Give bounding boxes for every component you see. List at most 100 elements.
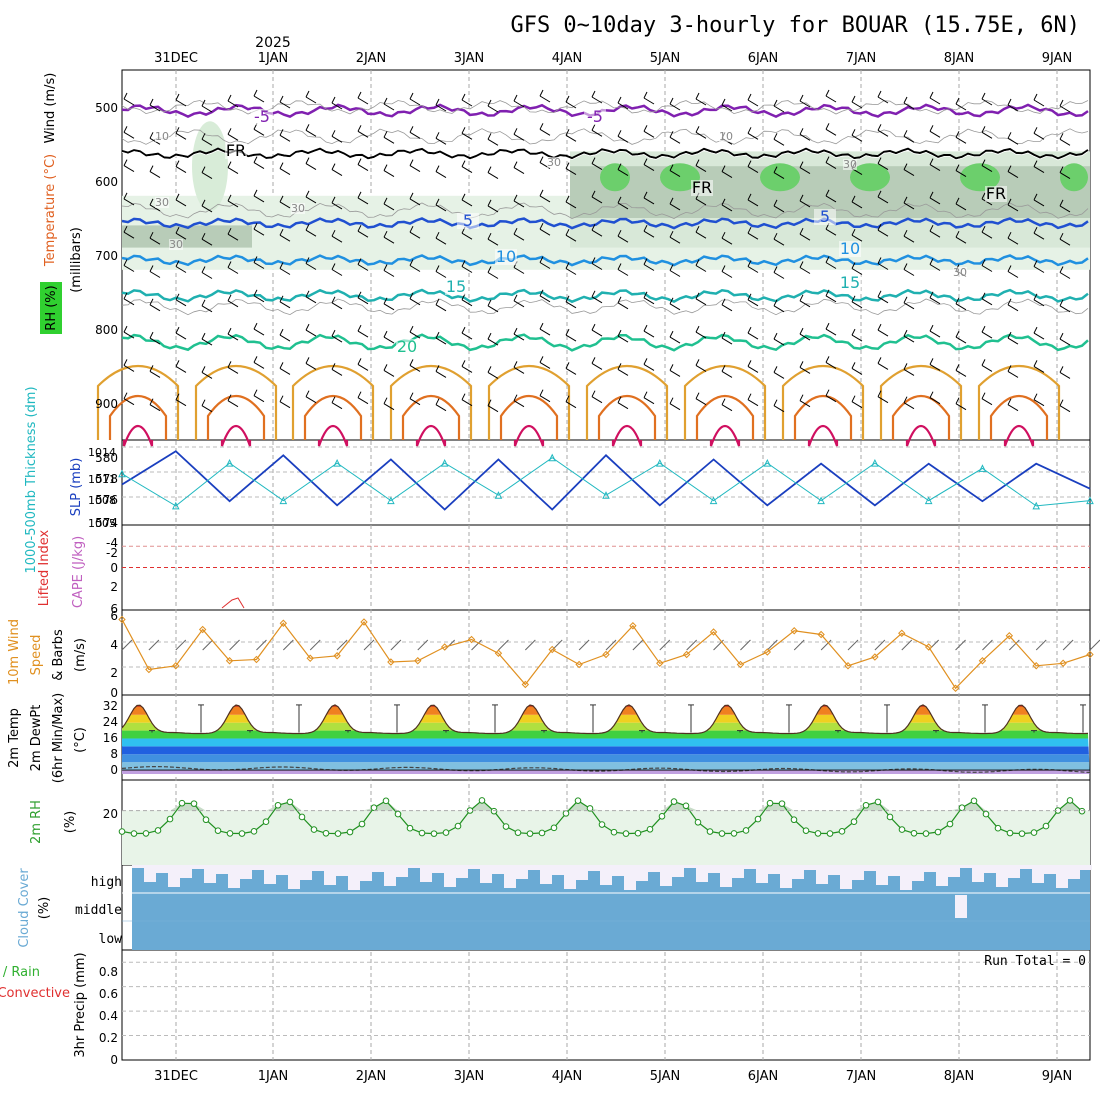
wind-barb — [1007, 265, 1012, 272]
wind-barb — [1033, 160, 1038, 167]
wind-barb — [305, 229, 317, 237]
wind-barb — [123, 92, 128, 100]
wind-barb — [773, 199, 778, 207]
wind-barb — [773, 133, 778, 140]
wind-barb — [617, 329, 622, 337]
wind-barb — [461, 326, 466, 334]
wind-barb — [305, 396, 317, 404]
wind-barb — [175, 332, 187, 340]
wind-barb — [877, 90, 882, 98]
contour-label: 15 — [446, 277, 466, 296]
wind-barb — [539, 195, 551, 203]
wind-barb — [461, 93, 466, 101]
wind-barb — [539, 123, 544, 130]
wind-barb — [851, 95, 856, 103]
wind-barb — [227, 261, 232, 268]
wind-barb — [227, 366, 239, 374]
rh-axis-label: RH (%) — [44, 285, 59, 330]
wind-barb — [1007, 137, 1019, 145]
cloud-cover-panel — [122, 865, 1092, 950]
wind-barb — [357, 130, 369, 138]
wind-barb — [123, 298, 135, 306]
wind-barb — [877, 257, 882, 264]
wind-barb — [799, 133, 811, 141]
wind-barb — [669, 303, 681, 311]
date-label-top: 9JAN — [1042, 51, 1073, 66]
wind-barb — [981, 165, 993, 173]
rh-point — [694, 818, 702, 826]
wind-barb — [201, 205, 213, 213]
cloud-clear-gap — [540, 865, 552, 884]
wind-barb — [591, 196, 603, 204]
wind-barb-10m — [121, 639, 133, 651]
slp-right-tick: 1008 — [88, 494, 116, 507]
wind-barb — [929, 224, 934, 232]
wind-barb — [565, 168, 577, 176]
rh-point — [946, 820, 954, 828]
wind-barb — [279, 301, 291, 309]
wind-barb — [617, 363, 622, 370]
cloud-clear-gap — [564, 865, 576, 889]
freezing-level-inner — [121, 149, 1089, 161]
wind-barb — [357, 391, 362, 398]
wind-barb — [669, 103, 681, 111]
wind-barb — [1007, 271, 1019, 278]
tick-label: 0 — [110, 1053, 118, 1067]
precip-panel: Run Total = 0 — [122, 954, 1090, 1037]
wind-barb-10m — [740, 639, 751, 651]
wind-barb — [617, 130, 622, 137]
wind-barb — [669, 297, 674, 305]
wind-barb — [747, 260, 752, 267]
wind-barb — [591, 190, 596, 198]
wind-barb — [669, 131, 674, 138]
slp-right-tick: 1014 — [88, 446, 116, 459]
wind-barb — [253, 128, 265, 136]
wind-barb — [591, 290, 596, 298]
tick-label: 0.6 — [99, 987, 118, 1001]
rh-point — [826, 830, 834, 837]
wind-barb — [331, 263, 336, 270]
wind-barb — [513, 194, 518, 202]
rh-point — [334, 830, 342, 837]
rh-point — [430, 830, 438, 837]
wind-barb — [331, 235, 343, 243]
wind-barb — [747, 266, 759, 273]
thickness-point — [709, 496, 718, 505]
cloud-clear-gap — [588, 865, 600, 871]
rh-point — [370, 804, 378, 812]
wind-barb — [123, 325, 128, 333]
wind-barb — [305, 190, 310, 198]
wind-barb — [799, 294, 804, 302]
date-label-bottom: 31DEC — [154, 1069, 198, 1084]
wind-speed-point — [467, 635, 476, 644]
wind-barb — [383, 103, 395, 111]
wind-barb — [513, 394, 518, 401]
wind-speed-point — [494, 649, 503, 657]
wind-barb — [1059, 105, 1071, 113]
cloud-clear-gap — [888, 865, 900, 876]
tick-label: 0.2 — [99, 1031, 118, 1045]
wind-barb — [825, 389, 830, 396]
wind-barb — [747, 332, 759, 340]
wind-barb — [279, 195, 284, 203]
wind-barb — [305, 290, 310, 298]
wind-barb — [903, 329, 908, 337]
wind-barb — [565, 334, 577, 342]
wind-barb-10m — [336, 639, 348, 651]
wind-barb — [799, 194, 804, 202]
rh-point — [610, 828, 618, 836]
wind-barb-10m — [148, 639, 160, 651]
wind-barb — [123, 98, 135, 106]
wind-barb — [617, 335, 629, 343]
wind-barb — [539, 295, 551, 303]
wind-barb — [565, 201, 577, 209]
wind-barb — [149, 398, 154, 405]
wind-barb — [279, 228, 284, 236]
wind-barb — [825, 123, 830, 130]
rh-high-cell — [1060, 163, 1088, 192]
wind-barb — [513, 294, 518, 302]
wind-barb — [799, 227, 804, 235]
wind-barb — [305, 90, 310, 98]
wind-barb — [435, 231, 440, 239]
wind-barb-10m — [202, 639, 214, 651]
